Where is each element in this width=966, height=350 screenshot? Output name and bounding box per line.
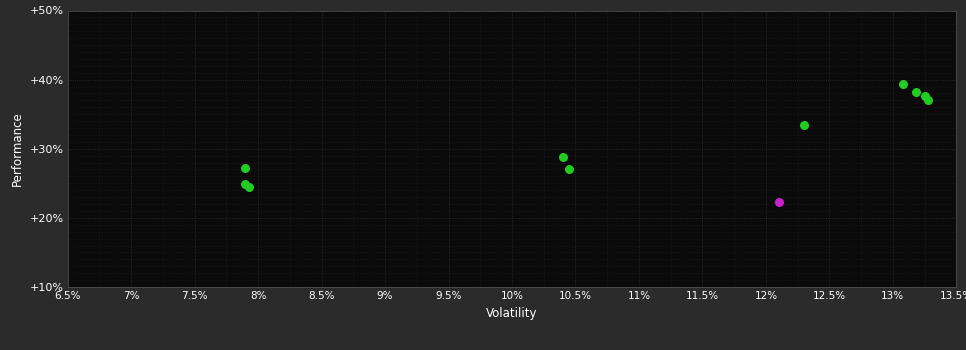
Point xyxy=(555,154,571,160)
Point xyxy=(921,98,936,103)
X-axis label: Volatility: Volatility xyxy=(486,307,538,320)
Point xyxy=(771,199,786,205)
Point xyxy=(917,93,932,98)
Point xyxy=(895,82,911,87)
Point xyxy=(242,184,257,190)
Y-axis label: Performance: Performance xyxy=(11,111,24,186)
Point xyxy=(238,181,253,187)
Point xyxy=(238,165,253,171)
Point xyxy=(561,166,577,172)
Point xyxy=(796,122,811,127)
Point xyxy=(908,89,923,95)
